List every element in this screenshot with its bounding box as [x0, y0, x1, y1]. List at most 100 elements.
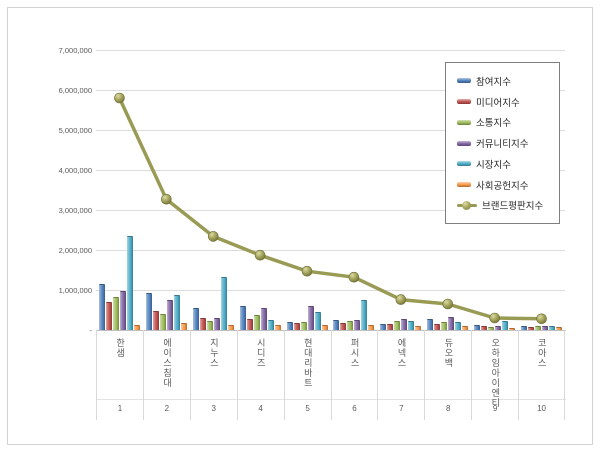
legend-item-미디어지수: 미디어지수: [446, 95, 559, 109]
bar-사회공헌지수: [321, 325, 328, 330]
legend-swatch-icon: [457, 99, 471, 104]
bar-group: [284, 50, 331, 330]
category-cell: 에넥스 7: [377, 330, 424, 420]
bar-참여지수: [286, 321, 293, 330]
line-marker: [348, 271, 360, 283]
bar-시장지수: [267, 319, 274, 330]
legend-label: 커뮤니티지수: [476, 139, 529, 150]
gridline: [96, 290, 565, 291]
legend-label: 사회공헌지수: [476, 180, 529, 192]
y-axis-tick-labels: 7,000,000 6,000,000 5,000,000 4,000,000 3,00…: [8, 46, 92, 335]
y-tick-label: 6,000,000: [58, 86, 92, 95]
bar-시장지수: [408, 321, 415, 330]
y-tick-label: 4,000,000: [58, 166, 92, 175]
line-marker: [301, 265, 313, 277]
legend-label: 소통지수: [476, 118, 511, 130]
bar-사회공헌지수: [368, 325, 375, 330]
category-rank: 6: [352, 404, 357, 413]
bar-group: [424, 50, 471, 330]
bar-group: [471, 50, 518, 330]
category-cell: 코아스 10: [518, 330, 565, 420]
legend-label: 브랜드평판지수: [482, 201, 544, 213]
line-marker: [395, 294, 407, 305]
gridline: [96, 130, 565, 131]
bar-소통지수: [347, 321, 354, 330]
bar-사회공헌지수: [509, 327, 516, 330]
bar-group: [331, 50, 378, 330]
category-cell: 에이스침대 2: [142, 330, 190, 420]
bar-group: [143, 50, 190, 330]
bar-소통지수: [394, 321, 401, 330]
category-rank: 5: [305, 404, 310, 413]
bar-사회공헌지수: [133, 325, 140, 330]
brand-reputation-line: [114, 92, 547, 325]
y-tick-label: 1,000,000: [58, 286, 92, 295]
category-cell: 듀오백 8: [424, 330, 471, 420]
category-cell: 지누스 3: [189, 330, 237, 420]
bar-사회공헌지수: [556, 327, 563, 330]
legend-item-사회공헌지수: 사회공헌지수: [446, 178, 559, 192]
bar-커뮤니티지수: [354, 319, 361, 330]
bar-커뮤니티지수: [495, 325, 502, 330]
category-name: 코아스: [536, 338, 547, 368]
legend-swatch-icon: [457, 119, 471, 125]
legend-line-marker-icon: [457, 200, 477, 210]
legend-label: 시장지수: [476, 159, 511, 171]
category-name: 한샘: [115, 338, 126, 358]
category-rank: 3: [211, 404, 216, 413]
plot-area: [96, 50, 565, 330]
legend-item-브랜드평판지수: 브랜드평판지수: [446, 198, 559, 212]
bar-시장지수: [126, 236, 133, 330]
bar-참여지수: [192, 308, 199, 330]
y-tick-label: 3,000,000: [58, 206, 92, 215]
bar-미디어지수: [387, 323, 394, 330]
bar-커뮤니티지수: [260, 307, 267, 330]
category-cell: 시디즈 4: [236, 330, 284, 420]
line-marker: [114, 92, 125, 104]
legend-item-참여지수: 참여지수: [446, 74, 559, 88]
bar-참여지수: [333, 319, 340, 330]
y-tick-label: 5,000,000: [58, 126, 92, 135]
line-marker: [207, 231, 219, 242]
bar-소통지수: [253, 315, 260, 330]
bar-참여지수: [427, 319, 434, 330]
bar-사회공헌지수: [462, 326, 469, 330]
line-marker: [161, 193, 172, 205]
gridline: [96, 90, 565, 91]
category-name: 에넥스: [396, 338, 407, 368]
y-tick-label: -: [89, 326, 93, 335]
gridline: [96, 170, 565, 171]
bar-소통지수: [441, 322, 448, 330]
legend-item-커뮤니티지수: 커뮤니티지수: [446, 136, 559, 150]
bar-커뮤니티지수: [307, 306, 314, 330]
line-marker: [254, 249, 266, 261]
legend-swatch-icon: [457, 78, 471, 84]
bar-커뮤니티지수: [166, 300, 173, 330]
bar-group: [190, 50, 237, 330]
y-tick-label: 7,000,000: [58, 46, 92, 55]
bar-미디어지수: [293, 323, 300, 330]
category-rank: 1: [117, 404, 123, 413]
category-rank: 2: [164, 404, 170, 413]
bar-시장지수: [502, 321, 509, 330]
bar-미디어지수: [246, 319, 253, 330]
bar-미디어지수: [434, 323, 441, 330]
bar-사회공헌지수: [415, 325, 422, 330]
bar-시장지수: [455, 322, 462, 330]
bar-미디어지수: [340, 323, 347, 330]
legend-swatch-icon: [457, 182, 471, 187]
category-rank: 7: [399, 404, 404, 413]
bar-사회공헌지수: [274, 325, 281, 330]
category-name: 지누스: [208, 338, 219, 368]
category-name: 듀오백: [443, 338, 454, 368]
bar-사회공헌지수: [180, 323, 187, 330]
bar-미디어지수: [481, 326, 488, 330]
category-rank: 8: [446, 404, 451, 413]
bar-커뮤니티지수: [448, 317, 455, 330]
bar-소통지수: [300, 321, 307, 330]
bar-참여지수: [145, 293, 152, 330]
bar-미디어지수: [528, 327, 535, 330]
category-cell: 오하임아이엔티 9: [471, 330, 518, 420]
bar-시장지수: [173, 295, 180, 330]
